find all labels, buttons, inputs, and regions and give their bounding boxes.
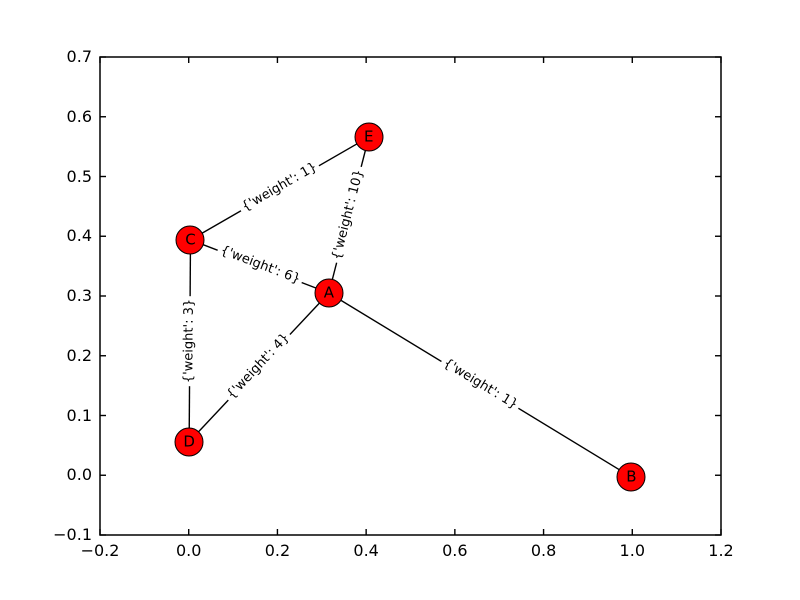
node-label-A: A	[323, 283, 334, 302]
graph-node-A: A	[314, 278, 344, 308]
y-tick-label: 0.2	[66, 345, 92, 365]
x-tick-label: 0.0	[175, 541, 202, 560]
graph-node-C: C	[175, 225, 205, 255]
graph-node-B: B	[616, 462, 646, 492]
node-label-C: C	[185, 230, 196, 249]
x-tick-label: 0.8	[530, 541, 557, 560]
node-label-E: E	[364, 127, 374, 146]
graph-node-D: D	[174, 427, 204, 457]
y-tick-label: 0.4	[66, 226, 92, 246]
x-tick-label: 0.4	[353, 541, 379, 560]
y-tick-label: 0.0	[66, 465, 92, 485]
y-tick-label: 0.7	[66, 47, 92, 67]
x-tick-label: −0.2	[80, 541, 120, 560]
graph-node-E: E	[354, 122, 384, 152]
node-label-B: B	[626, 467, 637, 486]
edge-weight-label-C-D: {'weight': 3}	[181, 295, 199, 387]
y-tick-label: 0.1	[66, 405, 92, 425]
y-tick-label: 0.5	[66, 166, 92, 186]
y-tick-label: 0.3	[66, 286, 92, 306]
x-tick-label: 1.0	[619, 541, 646, 560]
x-tick-label: 0.2	[264, 541, 291, 560]
x-tick-label: 1.2	[708, 541, 734, 560]
y-tick-label: 0.6	[66, 106, 92, 126]
node-label-D: D	[183, 432, 195, 451]
y-tick-label: −0.1	[53, 525, 92, 545]
x-tick-label: 0.6	[442, 541, 468, 560]
